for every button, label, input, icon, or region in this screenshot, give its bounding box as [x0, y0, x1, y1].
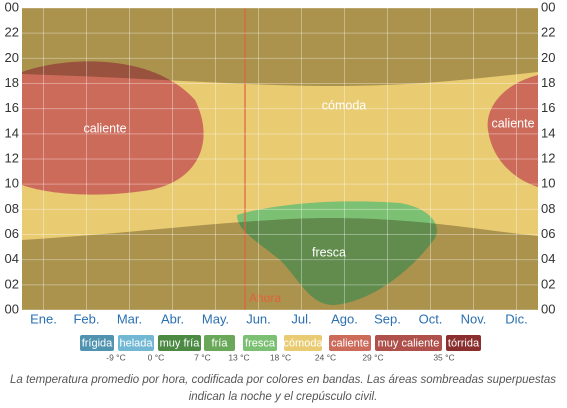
now-label: Ahora: [249, 291, 281, 305]
x-tick-label: Oct.: [419, 311, 443, 326]
y-tick-label-right: 06: [541, 226, 555, 241]
y-tick-label-right: 04: [541, 251, 555, 266]
legend-label: caliente: [331, 337, 369, 349]
y-tick-label: 10: [5, 176, 19, 191]
legend-swatch: [243, 335, 277, 351]
legend-threshold: -9 °C: [106, 352, 125, 362]
y-tick-label: 16: [5, 100, 19, 115]
x-tick-label: Sep.: [374, 311, 401, 326]
legend-label: helada: [119, 337, 153, 349]
region-label: caliente: [491, 116, 534, 130]
y-tick-label-right: 22: [541, 25, 555, 40]
legend-label: fría: [212, 337, 229, 349]
y-tick-label: 18: [5, 75, 19, 90]
hot-region: [487, 75, 538, 187]
legend-threshold: 7 °C: [194, 352, 211, 362]
night-shade: [22, 8, 538, 86]
legend-swatch: [118, 335, 154, 351]
legend-label: tórrida: [448, 337, 480, 349]
y-tick-label: 08: [5, 201, 19, 216]
y-tick-label-right: 12: [541, 150, 555, 165]
x-tick-label: Nov.: [461, 311, 487, 326]
y-tick-label: 12: [5, 150, 19, 165]
legend-threshold: 0 °C: [148, 352, 165, 362]
x-tick-label: Ene.: [30, 311, 57, 326]
x-tick-label: May.: [202, 311, 229, 326]
hot-region: [22, 61, 204, 195]
y-tick-label-right: 02: [541, 276, 555, 291]
y-tick-label: 00: [5, 301, 19, 316]
y-tick-label-right: 16: [541, 100, 555, 115]
region-label: caliente: [83, 121, 126, 135]
caption: indican la noche y el crepúsculo civil.: [189, 391, 378, 403]
legend-label: muy fría: [160, 337, 201, 349]
legend-swatch: [204, 335, 235, 351]
x-tick-label: Ago.: [331, 311, 358, 326]
x-tick-label: Abr.: [161, 311, 184, 326]
legend-swatch: [329, 335, 371, 351]
legend-threshold: 13 °C: [228, 352, 249, 362]
legend-label: fresca: [245, 337, 276, 349]
legend-swatch: [375, 335, 442, 351]
cool-region: [237, 201, 437, 306]
y-tick-label-right: 18: [541, 75, 555, 90]
y-tick-label-right: 00: [541, 0, 555, 14]
y-tick-label-right: 08: [541, 201, 555, 216]
legend-label: muy caliente: [378, 337, 440, 349]
y-tick-label: 00: [5, 0, 19, 14]
legend-swatch: [80, 335, 114, 351]
x-tick-label: Jun.: [246, 311, 271, 326]
legend-swatch: [284, 335, 322, 351]
legend-threshold: 35 °C: [433, 352, 454, 362]
night-shade: [22, 218, 538, 310]
x-tick-label: Jul.: [291, 311, 311, 326]
legend-swatch: [446, 335, 481, 351]
y-tick-label: 02: [5, 276, 19, 291]
legend-label: frígida: [82, 337, 113, 349]
legend-label: cómoda: [283, 337, 323, 349]
y-tick-label: 04: [5, 251, 19, 266]
legend-threshold: 24 °C: [315, 352, 336, 362]
caption: La temperatura promedio por hora, codifi…: [10, 374, 556, 386]
legend-threshold: 29 °C: [362, 352, 383, 362]
x-tick-label: Feb.: [73, 311, 99, 326]
y-tick-label: 14: [5, 125, 19, 140]
x-tick-label: Dic.: [505, 311, 527, 326]
y-tick-label-right: 14: [541, 125, 555, 140]
y-tick-label: 22: [5, 25, 19, 40]
x-tick-label: Mar.: [117, 311, 142, 326]
legend-swatch: [158, 335, 201, 351]
region-label: cómoda: [322, 98, 367, 112]
y-tick-label: 20: [5, 50, 19, 65]
y-tick-label-right: 20: [541, 50, 555, 65]
legend-threshold: 18 °C: [270, 352, 291, 362]
y-tick-label-right: 10: [541, 176, 555, 191]
y-tick-label-right: 00: [541, 301, 555, 316]
y-tick-label: 06: [5, 226, 19, 241]
region-label: fresca: [312, 245, 346, 259]
